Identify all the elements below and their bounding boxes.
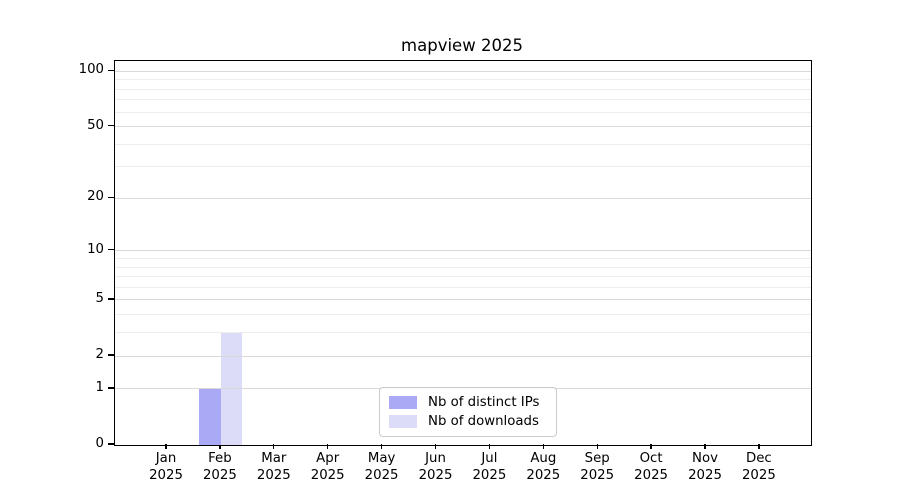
y-tick-label: 100 <box>78 62 104 78</box>
y-tick-mark <box>108 124 114 127</box>
y-tick-label: 2 <box>95 347 104 362</box>
gridline-minor <box>115 99 811 101</box>
y-tick-mark <box>108 443 114 445</box>
x-tick-label: Nov 2025 <box>688 451 722 483</box>
gridline-major <box>115 197 811 199</box>
plot-area <box>114 60 812 446</box>
x-tick-label: Feb 2025 <box>202 451 237 483</box>
x-tick-mark <box>758 444 760 449</box>
x-tick-mark <box>434 444 437 449</box>
x-tick-label: Jul 2025 <box>472 451 507 483</box>
x-tick-label: Jan 2025 <box>149 451 183 483</box>
x-tick-mark <box>219 444 221 449</box>
x-tick-mark <box>165 444 167 449</box>
x-tick-mark <box>542 444 544 449</box>
y-tick-label: 50 <box>87 117 104 133</box>
y-tick-label: 5 <box>95 290 104 306</box>
gridline-minor <box>115 79 811 81</box>
gridline-major <box>115 355 811 357</box>
gridline-minor <box>115 143 811 145</box>
legend-item-distinct-ips: Nb of distinct IPs <box>389 394 547 411</box>
x-tick-mark <box>488 444 491 449</box>
x-tick-mark <box>704 444 706 449</box>
gridline-major <box>115 299 811 301</box>
legend-swatch-distinct-ips <box>389 396 417 409</box>
gridline-major <box>115 250 811 252</box>
legend-item-downloads: Nb of downloads <box>389 413 547 430</box>
y-tick-mark <box>108 196 114 199</box>
gridline-minor <box>115 111 811 113</box>
gridline-minor <box>115 286 811 288</box>
y-tick-mark <box>108 387 114 389</box>
x-tick-label: Oct 2025 <box>634 451 669 483</box>
x-tick-mark <box>596 444 598 449</box>
y-tick-mark <box>108 249 114 251</box>
x-tick-mark <box>273 444 275 449</box>
legend-label-downloads: Nb of downloads <box>428 414 539 429</box>
y-tick-label: 0 <box>95 436 104 451</box>
x-tick-label: Sep 2025 <box>580 451 615 483</box>
y-tick-mark <box>108 69 114 71</box>
gridline-minor <box>115 332 811 334</box>
gridline-major <box>115 70 811 72</box>
x-tick-label: Apr 2025 <box>310 451 345 483</box>
y-tick-mark <box>108 354 114 356</box>
x-tick-label: May 2025 <box>364 451 399 483</box>
y-tick-mark <box>108 298 114 300</box>
bar-nb-of-distinct-ips <box>199 388 221 445</box>
gridline-minor <box>115 314 811 316</box>
legend-swatch-downloads <box>389 415 417 428</box>
x-tick-mark <box>327 444 329 449</box>
gridline-minor <box>115 257 811 259</box>
x-tick-label: Aug 2025 <box>526 451 561 483</box>
x-tick-label: Jun 2025 <box>418 451 453 483</box>
gridline-minor <box>115 166 811 168</box>
gridline-minor <box>115 276 811 278</box>
y-tick-label: 10 <box>87 241 104 257</box>
x-tick-label: Mar 2025 <box>256 451 291 483</box>
chart-title: mapview 2025 <box>401 36 523 55</box>
legend: Nb of distinct IPs Nb of downloads <box>379 387 557 437</box>
gridline-minor <box>115 266 811 268</box>
x-tick-mark <box>650 444 652 449</box>
gridline-minor <box>115 88 811 90</box>
y-tick-label: 1 <box>95 379 104 395</box>
x-tick-label: Dec 2025 <box>741 451 776 483</box>
x-tick-mark <box>380 444 383 449</box>
y-tick-label: 20 <box>87 189 104 205</box>
gridline-major <box>115 126 811 127</box>
legend-label-distinct-ips: Nb of distinct IPs <box>428 395 540 410</box>
